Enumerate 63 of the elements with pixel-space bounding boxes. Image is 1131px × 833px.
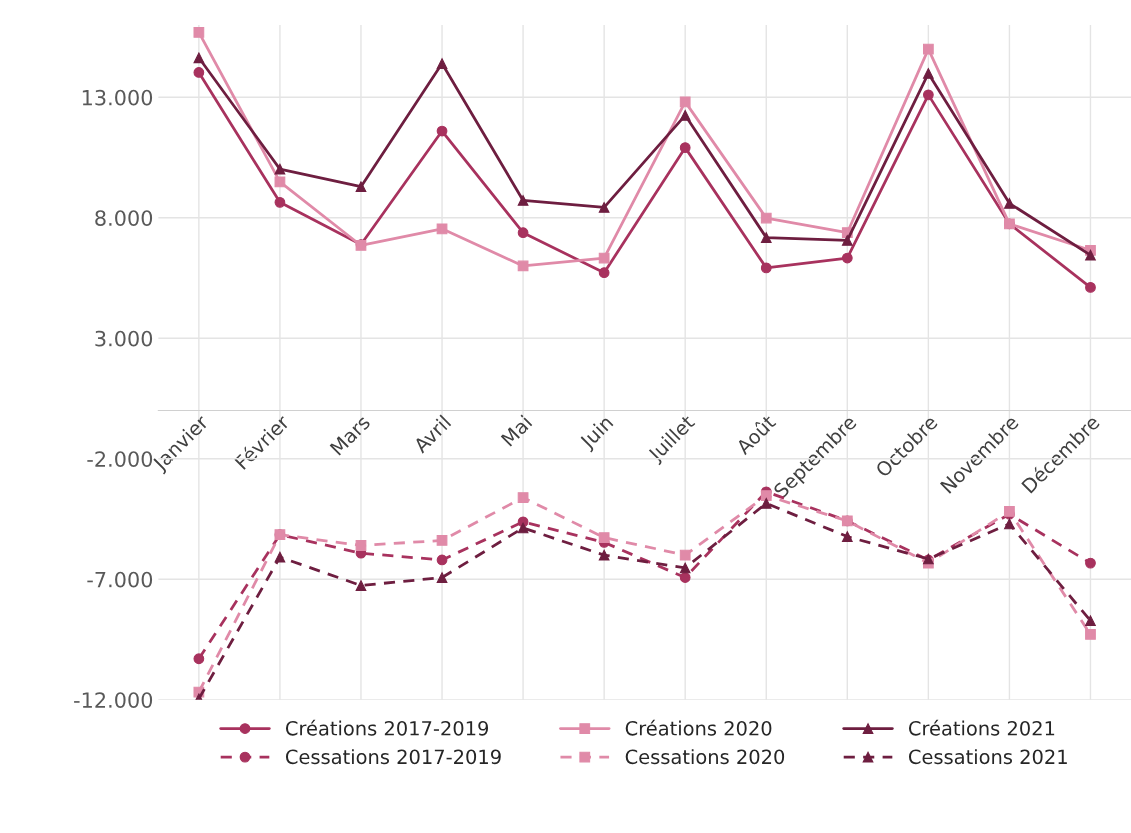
point	[1004, 197, 1015, 209]
point	[598, 549, 610, 561]
point	[274, 176, 286, 188]
point	[598, 252, 610, 264]
point	[517, 227, 529, 239]
point	[760, 212, 772, 224]
legend-label: Créations 2020	[625, 719, 772, 736]
point	[1004, 518, 1015, 530]
point	[1085, 629, 1096, 640]
point	[679, 572, 691, 583]
point	[193, 27, 205, 38]
point	[1085, 249, 1096, 261]
point	[355, 540, 367, 551]
point	[355, 580, 367, 591]
point	[679, 96, 691, 108]
point	[193, 52, 205, 64]
point	[193, 653, 205, 665]
point	[760, 262, 772, 274]
point	[679, 549, 691, 561]
point	[598, 532, 610, 543]
y-tick-label: 13.000	[82, 89, 153, 106]
point	[760, 497, 772, 509]
point	[517, 522, 529, 534]
legend-label: Créations 2017-2019	[285, 719, 489, 736]
point	[355, 181, 367, 193]
point	[841, 252, 853, 264]
x-tick-label: Mai	[500, 414, 533, 447]
point	[598, 267, 610, 279]
point	[1085, 615, 1096, 627]
point	[193, 67, 205, 78]
point	[922, 43, 934, 55]
y-tick-label: 8.000	[95, 210, 153, 226]
legend-label: Cessations 2020	[625, 749, 785, 765]
point	[436, 535, 448, 546]
point	[436, 223, 448, 235]
point	[922, 68, 934, 79]
legend-label: Cessations 2017-2019	[285, 749, 501, 765]
legend-label: Créations 2021	[908, 719, 1055, 736]
legend-label: Cessations 2021	[908, 749, 1067, 765]
y-tick-label: -7.000	[87, 571, 153, 588]
point	[517, 492, 529, 503]
y-tick-label: -2.000	[87, 451, 153, 467]
point	[760, 490, 772, 501]
point	[517, 195, 529, 206]
point	[760, 232, 772, 243]
point	[274, 196, 286, 208]
y-tick-label: 3.000	[95, 330, 153, 347]
point	[679, 109, 691, 121]
point	[274, 163, 286, 175]
point	[679, 562, 691, 574]
point	[679, 142, 691, 154]
point	[922, 89, 934, 101]
point	[436, 572, 448, 583]
point	[598, 202, 610, 213]
point	[1085, 282, 1096, 293]
y-tick-label: -12.000	[74, 692, 153, 708]
point	[841, 235, 853, 246]
point	[1085, 557, 1096, 569]
point	[841, 531, 853, 542]
point	[436, 125, 448, 137]
point	[274, 551, 286, 563]
point	[436, 58, 448, 69]
point	[436, 554, 448, 566]
